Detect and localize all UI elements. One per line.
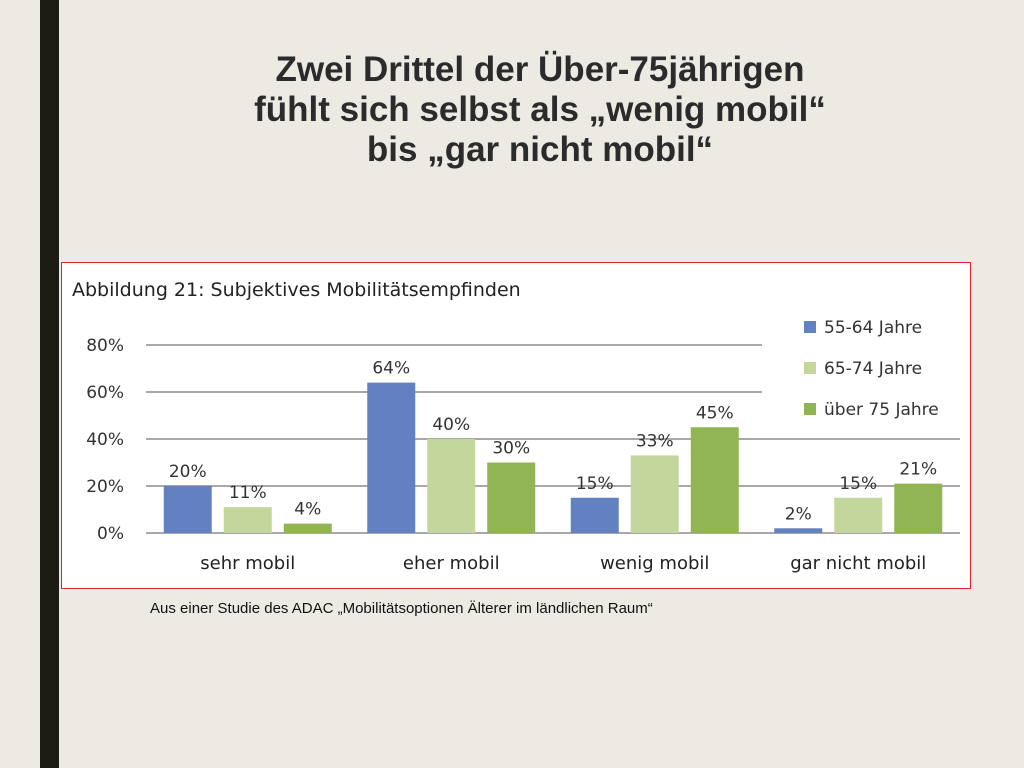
legend-swatch (804, 403, 816, 415)
bar-value-label: 15% (839, 474, 877, 494)
bar (894, 483, 943, 533)
slide-title: Zwei Drittel der Über-75jährigen fühlt s… (150, 50, 930, 170)
bar-value-label: 21% (899, 460, 937, 480)
x-category-label: eher mobil (403, 553, 500, 574)
bar (283, 523, 332, 533)
bar-value-label: 2% (785, 504, 812, 524)
y-tick-label: 80% (86, 336, 124, 356)
bar-value-label: 64% (372, 359, 410, 379)
legend-swatch (804, 362, 816, 374)
bar-value-label: 20% (169, 462, 207, 482)
bar (367, 382, 416, 533)
left-accent-bar (40, 0, 59, 768)
bar (774, 528, 823, 533)
bar (630, 455, 679, 533)
source-caption: Aus einer Studie des ADAC „Mobilitätsopt… (150, 600, 653, 617)
legend-label: 65-74 Jahre (824, 359, 922, 379)
bar (427, 439, 476, 533)
legend-label: über 75 Jahre (824, 400, 939, 420)
bar (834, 497, 883, 533)
bar-value-label: 11% (229, 483, 267, 503)
bar (487, 462, 536, 533)
slide-title-line-3: bis „gar nicht mobil“ (366, 130, 714, 169)
slide-title-line-2: fühlt sich selbst als „wenig mobil“ (254, 90, 826, 129)
bar (690, 427, 739, 533)
bar (223, 507, 272, 533)
legend-label: 55-64 Jahre (824, 318, 922, 338)
chart-title: Abbildung 21: Subjektives Mobilitätsempf… (72, 279, 521, 301)
y-tick-label: 0% (97, 524, 124, 544)
y-tick-label: 40% (86, 430, 124, 450)
bar-value-label: 30% (492, 439, 530, 459)
x-category-label: gar nicht mobil (790, 553, 926, 574)
bar-value-label: 40% (432, 415, 470, 435)
bar-value-label: 33% (636, 431, 674, 451)
bar-value-label: 45% (696, 403, 734, 423)
bar-chart: Abbildung 21: Subjektives Mobilitätsempf… (72, 279, 960, 574)
chart-frame: Abbildung 21: Subjektives Mobilitätsempf… (61, 262, 971, 589)
legend-swatch (804, 321, 816, 333)
bar (163, 486, 212, 533)
y-tick-label: 20% (86, 477, 124, 497)
x-category-label: wenig mobil (600, 553, 709, 574)
x-category-label: sehr mobil (200, 553, 295, 574)
bar-value-label: 15% (576, 474, 614, 494)
slide-title-line-1: Zwei Drittel der Über-75jährigen (275, 50, 805, 89)
bar (570, 497, 619, 533)
bar-value-label: 4% (294, 500, 321, 520)
y-tick-label: 60% (86, 383, 124, 403)
